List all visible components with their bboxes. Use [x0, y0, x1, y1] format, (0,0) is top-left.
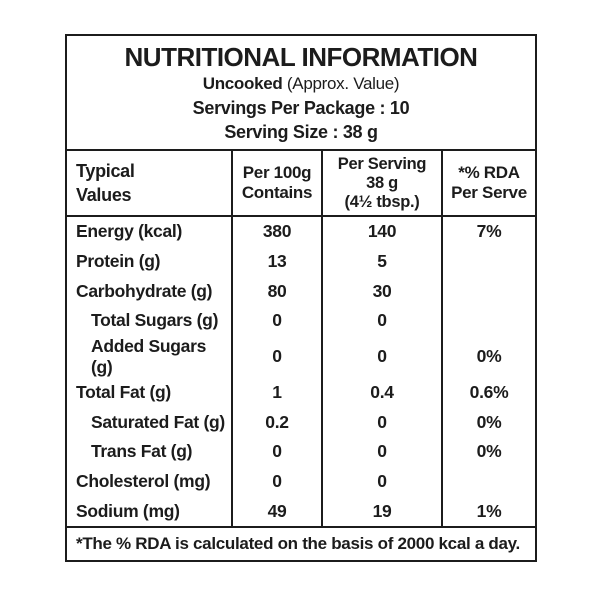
table-header-block: NUTRITIONAL INFORMATION Uncooked (Approx… [67, 36, 535, 151]
rda-value: 7% [476, 221, 502, 242]
per-serving-line2: 38 g [366, 173, 398, 192]
approx-value-note: (Approx. Value) [282, 74, 400, 93]
rda-footnote: *The % RDA is calculated on the basis of… [67, 526, 535, 560]
column-header-per-100g: Per 100g Contains [233, 151, 323, 215]
column-header-rda: *% RDA Per Serve [443, 151, 535, 215]
per-100g-line2: Contains [241, 183, 313, 202]
table-subtitle: Uncooked (Approx. Value) [67, 72, 535, 96]
per-serving-line3: (4½ tbsp.) [344, 192, 420, 211]
nutrient-label: Energy (kcal) [67, 217, 233, 247]
per-100g-value: 0 [233, 437, 323, 467]
per-100g-value: 0 [233, 306, 323, 336]
per-serving-value: 0 [323, 466, 443, 497]
table-row-added-sugars: Added Sugars (g) 0 0 0% [67, 335, 535, 378]
per-serving-value: 5 [323, 246, 443, 277]
rda-value [443, 306, 535, 336]
per-serving-value: 30 [323, 276, 443, 307]
rda-value [443, 467, 535, 497]
per-serving-value: 0 [323, 437, 443, 467]
cooked-state-label: Uncooked [202, 74, 283, 93]
column-header-typical-values: Typical Values [67, 151, 233, 215]
per-100g-value: 1 [233, 377, 323, 408]
nutrient-label: Total Fat (g) [67, 377, 233, 408]
per-100g-line1: Per 100g [242, 163, 312, 182]
per-serving-value: 19 [323, 496, 443, 527]
per-serving-value: 140 [323, 217, 443, 247]
nutrient-label: Protein (g) [67, 246, 233, 277]
per-serving-line1: Per Serving [337, 154, 427, 173]
nutrient-rows: Energy (kcal) 380 140 7% Protein (g) 13 … [67, 217, 535, 527]
servings-per-package-line: Servings Per Package : 10 [192, 98, 410, 118]
nutrient-label: Carbohydrate (g) [67, 276, 233, 307]
rda-value: 0% [476, 346, 502, 367]
nutrition-facts-table: NUTRITIONAL INFORMATION Uncooked (Approx… [65, 34, 537, 562]
rda-value: 0.6% [469, 382, 509, 403]
nutrient-label: Saturated Fat (g) [67, 407, 233, 438]
table-row-trans-fat: Trans Fat (g) 0 0 0% [67, 437, 535, 467]
per-100g-value: 80 [233, 276, 323, 307]
per-100g-value: 0 [233, 466, 323, 497]
typical-values-line2: Values [76, 185, 132, 205]
rda-line1: *% RDA [458, 163, 520, 182]
table-row-total-sugars: Total Sugars (g) 0 0 [67, 306, 535, 336]
per-serving-value: 0 [323, 335, 443, 378]
per-100g-value: 0.2 [233, 407, 323, 438]
table-row-total-fat: Total Fat (g) 1 0.4 0.6% [67, 377, 535, 408]
table-title: NUTRITIONAL INFORMATION [124, 42, 478, 72]
table-row-sodium: Sodium (mg) 49 19 1% [67, 496, 535, 527]
per-100g-value: 380 [233, 217, 323, 247]
per-100g-value: 49 [233, 496, 323, 527]
rda-value: 0% [476, 441, 502, 462]
typical-values-line1: Typical [76, 161, 135, 181]
nutrient-label: Sodium (mg) [67, 496, 233, 527]
nutrient-label: Total Sugars (g) [67, 306, 233, 336]
per-serving-value: 0.4 [323, 377, 443, 408]
table-row-energy: Energy (kcal) 380 140 7% [67, 217, 535, 247]
rda-line2: Per Serve [451, 183, 527, 202]
per-100g-value: 13 [233, 246, 323, 277]
per-serving-value: 0 [323, 306, 443, 336]
rda-value: 0% [476, 411, 502, 432]
rda-value [443, 276, 535, 306]
rda-value [443, 247, 535, 277]
table-row-cholesterol: Cholesterol (mg) 0 0 [67, 466, 535, 497]
serving-size-line: Serving Size : 38 g [224, 122, 378, 142]
table-row-protein: Protein (g) 13 5 [67, 246, 535, 277]
per-serving-value: 0 [323, 407, 443, 438]
column-header-per-serving: Per Serving 38 g (4½ tbsp.) [323, 151, 443, 215]
nutrient-label: Cholesterol (mg) [67, 466, 233, 497]
nutrient-label: Trans Fat (g) [67, 437, 233, 467]
per-100g-value: 0 [233, 335, 323, 378]
nutrient-label: Added Sugars (g) [67, 335, 233, 378]
table-row-carbohydrate: Carbohydrate (g) 80 30 [67, 276, 535, 307]
table-row-saturated-fat: Saturated Fat (g) 0.2 0 0% [67, 407, 535, 438]
column-header-row: Typical Values Per 100g Contains Per Ser… [67, 151, 535, 217]
rda-value: 1% [476, 500, 502, 521]
